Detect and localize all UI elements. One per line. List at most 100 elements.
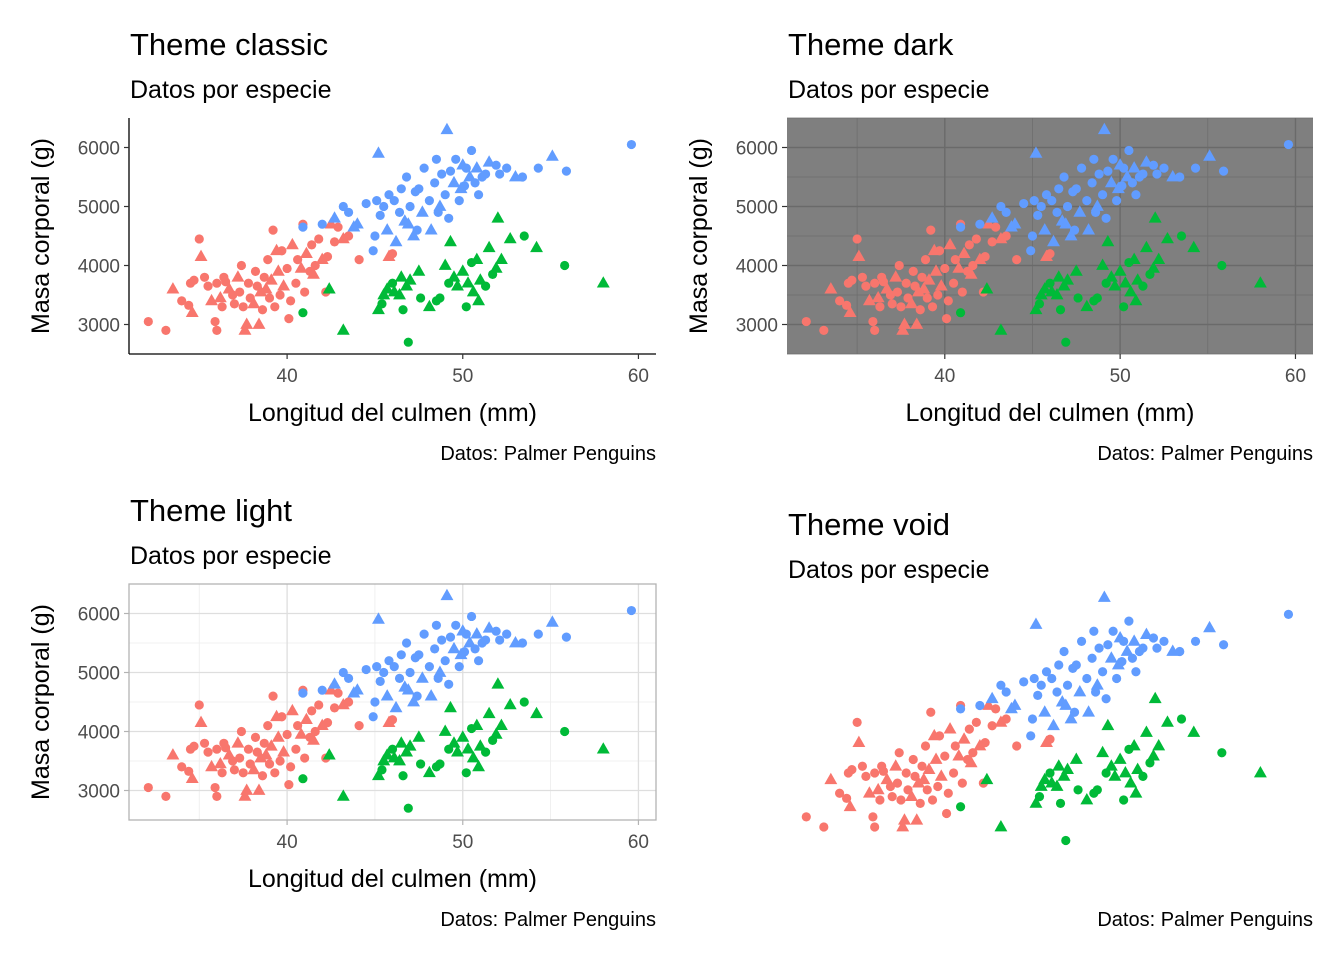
data-point-triangle [1029,617,1043,629]
data-point-circle [238,768,248,778]
data-point-triangle [896,323,910,335]
data-point-triangle [880,772,894,785]
data-point-circle [1059,646,1069,657]
data-point-circle [451,620,461,630]
data-point-circle [259,738,269,748]
x-tick-label: 40 [277,832,298,853]
data-point-circle [943,296,953,306]
data-point-circle [268,225,278,235]
data-point-triangle [994,715,1008,727]
data-point-triangle [422,299,436,312]
data-point-circle [431,620,442,630]
data-point-triangle [347,220,361,232]
data-point-circle [892,778,903,788]
data-point-triangle [1038,223,1052,235]
data-point-triangle [444,700,457,713]
data-point-circle [481,169,491,179]
x-tick-label: 40 [934,366,955,387]
data-point-circle [940,751,950,761]
data-point-triangle [307,267,320,279]
data-point-circle [801,316,811,327]
data-point-triangle [277,279,291,291]
data-point-circle [917,761,927,771]
data-point-triangle [862,786,876,798]
x-axis-label: Longitud del culmen (mm) [248,865,537,893]
data-point-triangle [1104,175,1118,188]
data-point-circle [343,673,354,684]
data-point-circle [264,293,275,303]
data-point-circle [437,169,447,179]
data-point-circle [1076,163,1087,173]
data-point-circle [259,272,269,282]
data-point-triangle [412,264,426,276]
data-point-circle [1176,714,1187,724]
data-point-circle [194,234,204,244]
data-point-circle [561,632,572,642]
data-point-triangle [285,237,299,250]
data-point-circle [370,697,380,707]
data-point-circle [1101,694,1111,704]
data-point-circle [1098,667,1108,677]
data-point-triangle [905,296,918,309]
data-point-triangle [1120,644,1134,656]
panel-title: Theme light [130,493,292,528]
data-point-circle [435,293,445,303]
data-point-circle [887,792,897,802]
data-point-triangle [440,588,454,601]
data-point-circle [852,717,862,727]
y-tick-label: 6000 [736,139,778,160]
data-point-triangle [380,223,394,235]
data-point-circle [377,765,387,775]
data-point-triangle [952,749,966,761]
data-point-circle [877,761,887,771]
data-point-triangle [1059,698,1073,710]
data-point-triangle [1073,685,1087,697]
data-point-circle [1092,785,1102,795]
data-point-circle [1089,626,1099,636]
data-point-triangle [898,813,911,825]
data-point-circle [1127,653,1138,663]
data-point-circle [927,795,938,805]
data-point-circle [885,290,896,300]
data-point-circle [212,278,222,288]
data-point-triangle [980,282,994,294]
data-point-triangle [205,759,219,772]
data-point-triangle [1047,234,1060,247]
data-point-triangle [277,745,291,757]
data-point-circle [1069,225,1080,235]
data-point-triangle [185,771,199,784]
data-point-triangle [943,722,957,734]
data-point-circle [517,638,528,648]
data-point-circle [957,778,967,788]
data-points [143,588,637,813]
data-point-circle [444,213,454,223]
data-point-circle [185,278,196,288]
data-point-triangle [473,273,487,285]
x-tick-label: 60 [628,366,649,387]
data-point-circle [870,325,880,335]
data-point-triangle [444,234,457,247]
data-point-circle [875,302,885,312]
panel-void: Theme void Datos por especie Datos: Palmer… [788,507,1313,931]
panel-subtitle: Datos por especie [130,76,332,104]
data-point-circle [948,768,959,778]
data-point-triangle [401,217,415,229]
data-point-circle [372,196,382,206]
data-point-circle [270,768,280,778]
data-point-triangle [456,264,470,276]
data-point-triangle [927,243,941,256]
data-point-circle [1108,154,1118,164]
data-point-triangle [922,273,936,285]
data-point-circle [885,781,896,792]
data-point-circle [379,667,389,678]
data-point-circle [194,700,204,710]
data-point-circle [389,196,399,206]
data-point-circle [368,246,378,256]
data-point-triangle [403,739,417,751]
data-point-circle [451,154,461,164]
data-point-triangle [985,691,999,704]
data-point-triangle [994,231,1008,244]
data-point-circle [1054,184,1064,194]
data-point-circle [314,234,324,244]
x-tick-label: 40 [277,366,298,387]
